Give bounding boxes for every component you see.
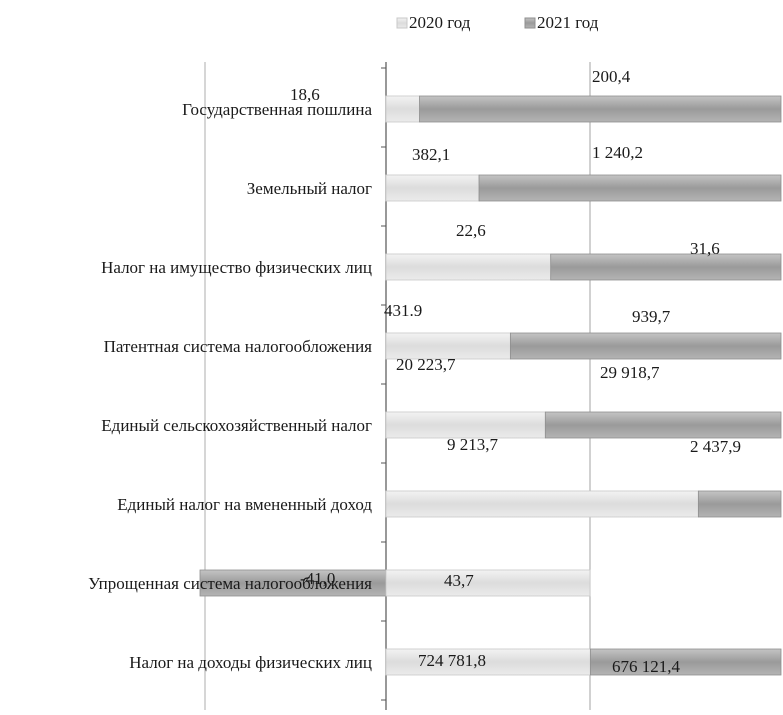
bars bbox=[199, 95, 782, 676]
value-label-2020-год-7: -41,0 bbox=[300, 569, 335, 588]
bar-2021-год-3 bbox=[550, 253, 782, 281]
bar-2021-год-6 bbox=[697, 490, 782, 518]
value-label-2020-год-4: 431.9 bbox=[384, 301, 422, 320]
category-label-8: Налог на доходы физических лиц bbox=[129, 653, 372, 672]
value-label-2020-год-8: 724 781,8 bbox=[418, 651, 486, 670]
bar-2020-год-5 bbox=[385, 411, 546, 439]
category-label-6: Единый налог на вмененный доход bbox=[117, 495, 372, 514]
value-label-2021-год-2: 1 240,2 bbox=[592, 143, 643, 162]
legend: 2020 год 2021 год bbox=[396, 13, 599, 32]
bar-2020-год-8 bbox=[385, 648, 591, 676]
category-label-3: Налог на имущество физических лиц bbox=[101, 258, 372, 277]
value-label-2020-год-3: 22,6 bbox=[456, 221, 486, 240]
bar-2021-год-1 bbox=[419, 95, 782, 123]
bar-2021-год-8 bbox=[589, 648, 782, 676]
category-label-2: Земельный налог bbox=[247, 179, 372, 198]
bar-2020-год-3 bbox=[385, 253, 552, 281]
category-label-5: Единый сельскохозяйственный налог bbox=[101, 416, 372, 435]
legend-swatch-1 bbox=[396, 17, 408, 29]
value-label-2021-год-1: 200,4 bbox=[592, 67, 631, 86]
bar-2021-год-7 bbox=[385, 569, 591, 597]
category-label-4: Патентная система налогообложения bbox=[104, 337, 373, 356]
value-label-2020-год-6: 9 213,7 bbox=[447, 435, 499, 454]
legend-label-2: 2021 год bbox=[537, 13, 599, 32]
value-label-2021-год-5: 29 918,7 bbox=[600, 363, 660, 382]
value-label-2021-год-8: 676 121,4 bbox=[612, 657, 681, 676]
bar-2021-год-2 bbox=[478, 174, 782, 202]
bar-2021-год-4 bbox=[509, 332, 782, 360]
value-label-2020-год-2: 382,1 bbox=[412, 145, 450, 164]
bar-2020-год-2 bbox=[385, 174, 480, 202]
value-label-2020-год-5: 20 223,7 bbox=[396, 355, 456, 374]
value-label-2021-год-3: 31,6 bbox=[690, 239, 720, 258]
bar-2020-год-7 bbox=[199, 569, 387, 597]
legend-swatch-2 bbox=[524, 17, 536, 29]
bar-2020-год-4 bbox=[385, 332, 511, 360]
bar-2020-год-6 bbox=[385, 490, 699, 518]
bar-2021-год-5 bbox=[544, 411, 782, 439]
value-label-2021-год-4: 939,7 bbox=[632, 307, 671, 326]
value-label-2021-год-6: 2 437,9 bbox=[690, 437, 741, 456]
category-label-1: Государственная пошлина bbox=[182, 100, 372, 119]
value-label-2020-год-1: 18,6 bbox=[290, 85, 320, 104]
category-label-7: Упрощенная система налогообложения bbox=[88, 574, 372, 593]
legend-label-1: 2020 год bbox=[409, 13, 471, 32]
value-label-2021-год-7: 43,7 bbox=[444, 571, 474, 590]
bar-2020-год-1 bbox=[385, 95, 420, 123]
axes bbox=[204, 62, 591, 710]
